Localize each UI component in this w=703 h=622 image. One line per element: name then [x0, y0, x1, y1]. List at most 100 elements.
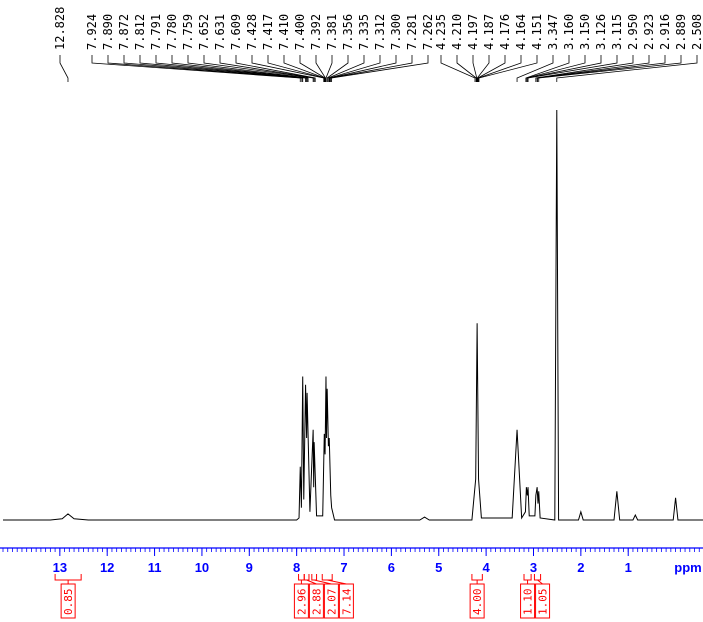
peak-pointer: [537, 55, 666, 82]
peak-pointer: [538, 55, 682, 82]
peak-label: 7.812: [133, 14, 147, 50]
peak-label: 7.759: [181, 14, 195, 50]
peak-pointer: [527, 55, 618, 82]
peak-pointer: [525, 55, 586, 82]
peak-label: 2.508: [690, 14, 703, 50]
integral-label: 2.88: [310, 589, 323, 616]
peak-label: 7.890: [101, 14, 115, 50]
integral-label: 1.05: [537, 589, 550, 616]
peak-pointer: [187, 55, 309, 82]
peak-pointer: [283, 55, 326, 82]
peak-label: 2.950: [626, 14, 640, 50]
integral-bracket: [523, 574, 532, 584]
peak-pointer: [330, 55, 413, 82]
peak-label: 7.924: [85, 14, 99, 50]
peak-pointer: [327, 55, 365, 82]
integral-box: [535, 583, 551, 619]
x-tick-label: 8: [293, 560, 300, 575]
integral-box: [338, 583, 354, 619]
peak-pointer: [203, 55, 314, 82]
peak-label: 3.160: [562, 14, 576, 50]
integral-label: 2.96: [295, 589, 308, 616]
integral-bracket: [471, 574, 483, 584]
peak-pointer: [535, 55, 634, 82]
peak-label: 3.115: [610, 14, 624, 50]
peak-pointer: [477, 55, 506, 82]
peak-label: 7.417: [261, 14, 275, 50]
x-tick-label: 13: [53, 560, 67, 575]
peak-pointer: [477, 55, 522, 82]
peak-label: 4.235: [434, 14, 448, 50]
peak-pointer: [456, 55, 477, 82]
peak-label: 7.872: [117, 14, 131, 50]
peak-pointer: [171, 55, 308, 82]
integral-bracket: [303, 574, 317, 585]
peak-pointer: [123, 55, 304, 82]
peak-pointer: [139, 55, 306, 82]
peak-pointer: [478, 55, 538, 82]
x-axis-label: ppm: [674, 560, 701, 575]
peak-label: 7.392: [309, 14, 323, 50]
peak-pointer: [516, 55, 554, 82]
integral-label: 1.10: [522, 589, 535, 616]
x-tick-label: 9: [246, 560, 253, 575]
peak-pointer: [440, 55, 476, 82]
peak-label: 7.609: [229, 14, 243, 50]
peak-label: 7.381: [325, 14, 339, 50]
peak-pointer: [556, 55, 698, 82]
peak-label: 2.889: [674, 14, 688, 50]
x-tick-label: 1: [625, 560, 632, 575]
peak-label: 7.428: [245, 14, 259, 50]
peak-label: 4.164: [514, 14, 528, 50]
peak-pointer: [476, 55, 490, 82]
x-tick-label: 7: [340, 560, 347, 575]
integral-label: 4.00: [471, 589, 484, 616]
peak-pointer: [525, 55, 570, 82]
x-tick-label: 5: [435, 560, 442, 575]
peak-label: 7.281: [405, 14, 419, 50]
integral-bracket: [54, 574, 82, 584]
peak-label: 7.356: [341, 14, 355, 50]
peak-pointer: [91, 55, 301, 82]
integral-box: [469, 583, 485, 619]
integral-bracket: [533, 574, 543, 585]
peak-pointer: [59, 55, 69, 82]
integral-bracket: [321, 574, 347, 585]
peak-pointer: [219, 55, 315, 82]
peak-pointer: [331, 55, 429, 82]
x-tick-label: 4: [483, 560, 491, 575]
spectrum-trace: [3, 109, 703, 521]
peak-label: 4.176: [498, 14, 512, 50]
peak-pointer: [155, 55, 307, 82]
peak-label: 7.312: [373, 14, 387, 50]
integral-label: 2.07: [325, 589, 338, 616]
peak-pointer: [326, 55, 349, 82]
peak-label: 4.197: [466, 14, 480, 50]
x-tick-label: 3: [530, 560, 537, 575]
integral-box: [60, 583, 76, 619]
peak-pointer: [235, 55, 316, 82]
peak-label: 7.652: [197, 14, 211, 50]
integral-label: 0.85: [62, 589, 75, 616]
integral-box: [323, 583, 339, 619]
peak-pointer: [325, 55, 333, 82]
peak-label: 12.828: [53, 7, 67, 50]
peak-label: 7.791: [149, 14, 163, 50]
peak-label: 7.262: [421, 14, 435, 50]
peak-label: 2.916: [658, 14, 672, 50]
peak-label: 2.923: [642, 14, 656, 50]
peak-pointer: [251, 55, 325, 82]
peak-pointer: [472, 55, 478, 82]
x-tick-label: 12: [100, 560, 114, 575]
peak-label: 4.210: [450, 14, 464, 50]
integral-box: [520, 583, 536, 619]
peak-pointer: [328, 55, 381, 82]
peak-label: 7.335: [357, 14, 371, 50]
peak-pointer: [329, 55, 397, 82]
integral-box: [308, 583, 324, 619]
integral-label: 7.14: [340, 588, 353, 615]
x-tick-label: 6: [388, 560, 395, 575]
peak-label: 3.347: [546, 14, 560, 50]
peak-label: 3.126: [594, 14, 608, 50]
